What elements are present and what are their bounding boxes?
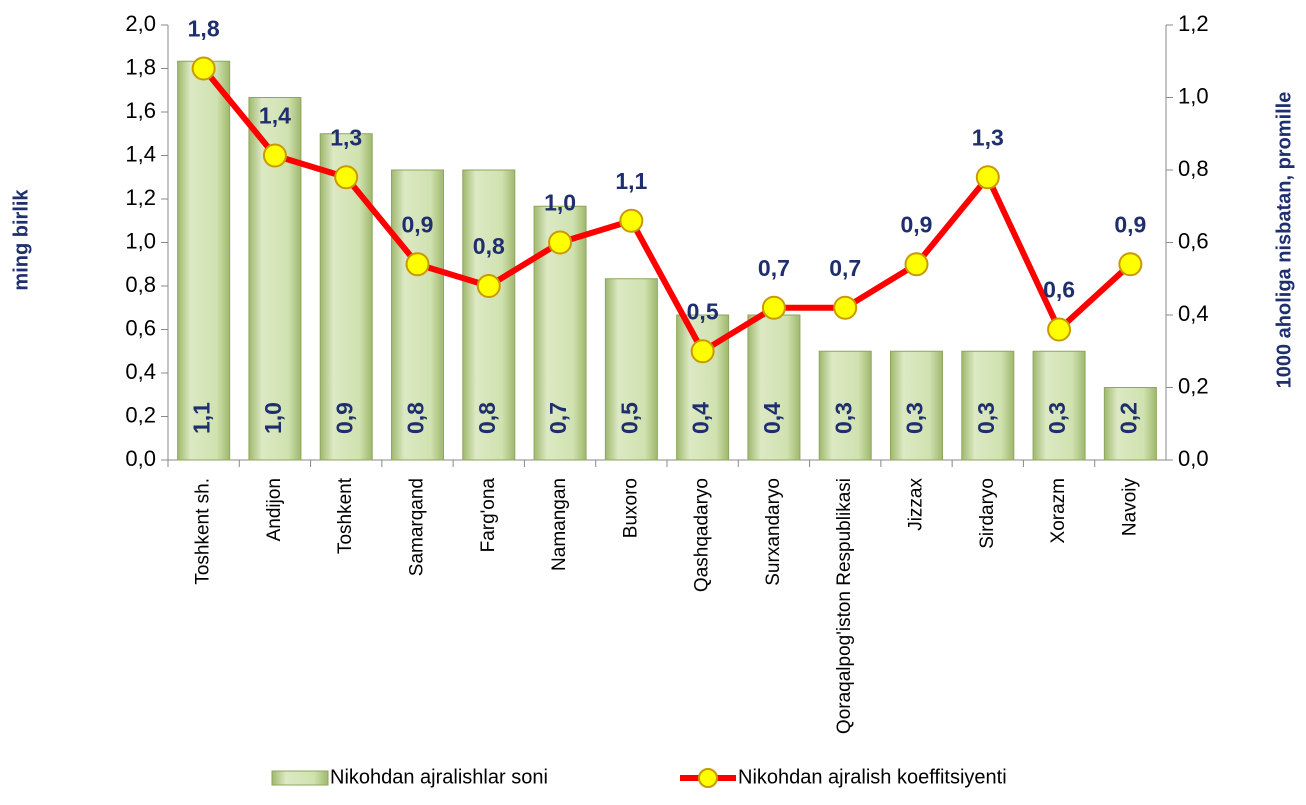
line-value-label: 0,9 [1114,211,1146,237]
y-tick-label: 1,0 [125,228,156,253]
marker [833,295,858,320]
marker [975,165,1000,190]
bar-value-label: 0,3 [1044,402,1070,434]
bar-value-label: 0,3 [902,402,928,434]
y-tick-label: 1,2 [125,185,156,210]
line-value-label: 0,8 [473,233,505,259]
x-tick-label: Toshkent [335,477,356,554]
bar-value-label: 0,7 [545,402,571,434]
marker [1118,252,1143,277]
bar-value-label: 1,1 [189,402,215,434]
line-value-label: 0,5 [687,298,719,324]
y-tick-label: 0,0 [125,446,156,471]
x-tick-label: Xorazm [1048,478,1069,543]
y-tick-label: 0,2 [125,402,156,427]
x-tick-label: Farg'ona [478,478,499,553]
line-value-label: 1,0 [544,190,576,216]
bar-value-label: 0,8 [403,402,429,434]
y2-tick-label: 0,8 [1178,156,1209,181]
marker [1047,317,1072,342]
marker [334,165,359,190]
line-value-label: 0,6 [1043,277,1075,303]
y-tick-label: 0,4 [125,359,156,384]
line-value-label: 1,8 [188,16,220,42]
bar [462,169,516,461]
legend-swatch [271,770,329,786]
x-tick-label: Jizzax [906,478,927,531]
marker [761,295,786,320]
marker [262,143,287,168]
bar-value-label: 0,3 [830,402,856,434]
legend-marker [698,768,718,788]
marker [476,274,501,298]
x-tick-label: Qoraqalpog'iston Respublikasi [834,478,855,734]
y-tick-label: 1,8 [125,54,156,79]
bar [604,278,658,461]
legend-label: Nikohdan ajralish koeffitsiyenti [738,766,1007,788]
x-tick-label: Andijon [264,478,285,541]
y2-tick-label: 0,6 [1178,228,1209,253]
bar [890,350,943,461]
line [201,66,1133,355]
bar [1032,350,1086,461]
line-value-label: 0,7 [829,255,861,281]
line-value-label: 1,4 [259,103,291,129]
bar-value-label: 0,9 [331,402,357,434]
x-tick-label: Qashqadaryo [692,478,713,592]
bar [391,169,444,461]
y-tick-label: 1,4 [125,141,156,166]
bar-value-label: 0,2 [1115,402,1141,434]
bar-value-label: 0,4 [688,402,714,434]
x-tick-label: Navoiy [1119,478,1140,537]
marker [191,56,216,81]
marker [619,208,644,233]
bar [961,350,1015,461]
bar-value-label: 0,3 [973,402,999,434]
marker [690,339,715,364]
line-value-label: 0,9 [402,211,434,237]
y-tick-label: 1,6 [125,98,156,123]
x-tick-label: Samarqand [407,478,428,576]
y-tick-label: 2,0 [125,11,156,36]
y-tick-label: 0,6 [125,315,156,340]
bar-value-label: 0,8 [474,402,500,434]
marker [904,252,929,277]
y2-tick-label: 1,0 [1178,83,1209,108]
line-value-label: 1,1 [615,168,647,194]
bar-value-label: 0,4 [759,402,785,434]
bar-value-label: 1,0 [260,402,286,434]
legend-label: Nikohdan ajralishlar soni [330,766,548,788]
y2-axis-title: 1000 aholiga nisbatan, promille [1273,92,1295,389]
x-tick-label: Buxoro [620,478,641,538]
x-tick-label: Namangan [549,478,570,571]
line-value-label: 1,3 [972,124,1004,150]
bar-value-label: 0,5 [616,402,642,434]
bar [747,314,801,461]
bar [177,60,231,461]
marker [548,230,573,255]
line-value-label: 0,7 [758,255,790,281]
marker [405,252,430,277]
y2-tick-label: 1,2 [1178,11,1209,36]
x-tick-label: Toshkent sh. [193,478,214,585]
line-value-label: 1,3 [330,124,362,150]
y2-tick-label: 0,0 [1178,446,1209,471]
x-tick-label: Sirdaryo [977,478,998,549]
x-tick-label: Surxandaryo [763,478,784,586]
bar [1103,387,1157,461]
y-axis-title: ming birlik [10,189,32,291]
y2-tick-label: 0,2 [1178,373,1209,398]
y2-tick-label: 0,4 [1178,301,1209,326]
y-tick-label: 0,8 [125,272,156,297]
bar [818,350,872,461]
line-value-label: 0,9 [901,211,933,237]
